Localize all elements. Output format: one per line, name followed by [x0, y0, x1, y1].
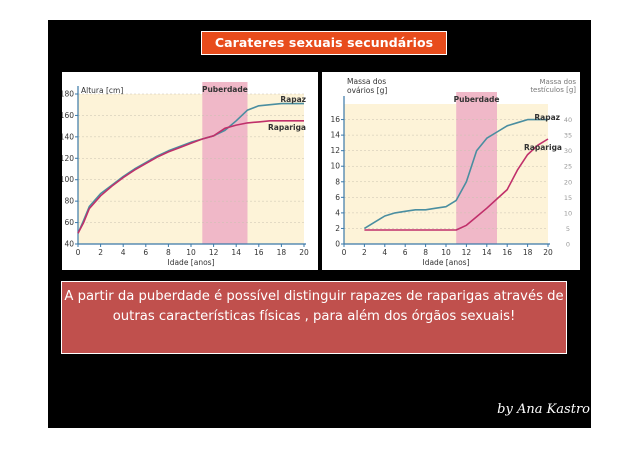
x-tick-label: 4: [382, 248, 387, 257]
puberty-band: [202, 82, 248, 244]
y-tick-label: 120: [62, 154, 74, 163]
y-tick-label: 0: [335, 240, 340, 249]
y-tick-label: 12: [330, 146, 340, 155]
y-tick-label: 160: [62, 111, 74, 120]
x-tick-label: 20: [543, 248, 553, 257]
x-tick-label: 12: [462, 248, 472, 257]
y-tick-label: 14: [330, 131, 340, 140]
x-tick-label: 0: [76, 248, 81, 257]
x-axis-title: Idade [anos]: [422, 258, 469, 267]
x-tick-label: 2: [362, 248, 367, 257]
y2-tick-label: 30: [564, 147, 572, 155]
y2-tick-label: 25: [564, 163, 572, 171]
y-tick-label: 40: [64, 240, 74, 249]
puberty-band: [456, 92, 497, 244]
x-tick-label: 14: [231, 248, 241, 257]
y2-tick-label: 10: [564, 209, 572, 217]
y-tick-label: 100: [62, 175, 74, 184]
gonad-mass-chart-panel: Puberdade 0 2 4 6 8 10 12 14 16 18 20 0 2 4 6 8 10 12 14 16 0…: [322, 72, 580, 270]
series-label-rapaz: Rapaz: [534, 113, 560, 122]
y2-axis-title-line1: Massa dos: [539, 78, 576, 86]
y-axis-title-line1: Massa dos: [347, 77, 386, 86]
slide-title: Carateres sexuais secundários: [201, 31, 447, 55]
y-tick-label: 10: [330, 162, 340, 171]
x-tick-label: 18: [523, 248, 533, 257]
y2-tick-label: 5: [566, 225, 570, 233]
y-axis-title-line2: ovários [g]: [347, 86, 387, 95]
height-chart-panel: Puberdade 0 2 4 6 8 10 12 14 16 18 20 40 60 80 100 120 14…: [62, 72, 318, 270]
y-tick-label: 60: [64, 218, 74, 227]
explanation-text: A partir da puberdade é possível disting…: [61, 281, 567, 354]
x-axis-title: Idade [anos]: [167, 258, 214, 267]
y2-axis-title-line2: testículos [g]: [530, 86, 576, 94]
y2-tick-label: 40: [564, 116, 572, 124]
gonad-mass-chart: Puberdade 0 2 4 6 8 10 12 14 16 18 20 0 2 4 6 8 10 12 14 16 0…: [330, 77, 576, 267]
y-tick-label: 8: [335, 177, 340, 186]
x-tick-label: 18: [277, 248, 287, 257]
y-tick-label: 180: [62, 90, 74, 99]
y2-tick-label: 15: [564, 194, 572, 202]
plot-area: [78, 94, 304, 244]
y-tick-label: 2: [335, 224, 340, 233]
y-tick-label: 16: [330, 115, 340, 124]
series-line-rapaz: [77, 102, 304, 234]
author-signature: by Ana Kastro: [497, 402, 590, 417]
y-tick-label: 4: [335, 208, 340, 217]
x-tick-label: 2: [98, 248, 103, 257]
x-tick-label: 12: [209, 248, 219, 257]
y2-tick-label: 35: [564, 132, 572, 140]
x-tick-label: 6: [143, 248, 148, 257]
x-tick-label: 10: [186, 248, 196, 257]
series-label-rapariga: Rapariga: [524, 143, 562, 152]
x-tick-label: 8: [166, 248, 171, 257]
x-tick-label: 0: [342, 248, 347, 257]
x-tick-label: 10: [441, 248, 451, 257]
x-tick-label: 16: [502, 248, 512, 257]
x-tick-label: 20: [299, 248, 309, 257]
series-line-rapariga: [77, 120, 304, 234]
y-axis-title: Altura [cm]: [81, 86, 123, 95]
height-chart: Puberdade 0 2 4 6 8 10 12 14 16 18 20 40 60 80 100 120 14…: [62, 82, 309, 267]
series-line-rapariga: [364, 138, 549, 231]
x-tick-label: 16: [254, 248, 264, 257]
series-label-rapariga: Rapariga: [268, 123, 306, 132]
x-tick-label: 4: [121, 248, 126, 257]
x-tick-label: 6: [403, 248, 408, 257]
puberty-label: Puberdade: [202, 85, 248, 94]
y-tick-label: 6: [335, 193, 340, 202]
x-tick-label: 8: [423, 248, 428, 257]
y2-tick-label: 0: [566, 241, 570, 249]
x-tick-label: 14: [482, 248, 492, 257]
y-tick-label: 140: [62, 132, 74, 141]
puberty-label: Puberdade: [454, 95, 500, 104]
series-line-rapaz: [363, 118, 548, 230]
series-label-rapaz: Rapaz: [280, 95, 306, 104]
y-tick-label: 80: [64, 197, 74, 206]
y2-tick-label: 20: [564, 178, 572, 186]
